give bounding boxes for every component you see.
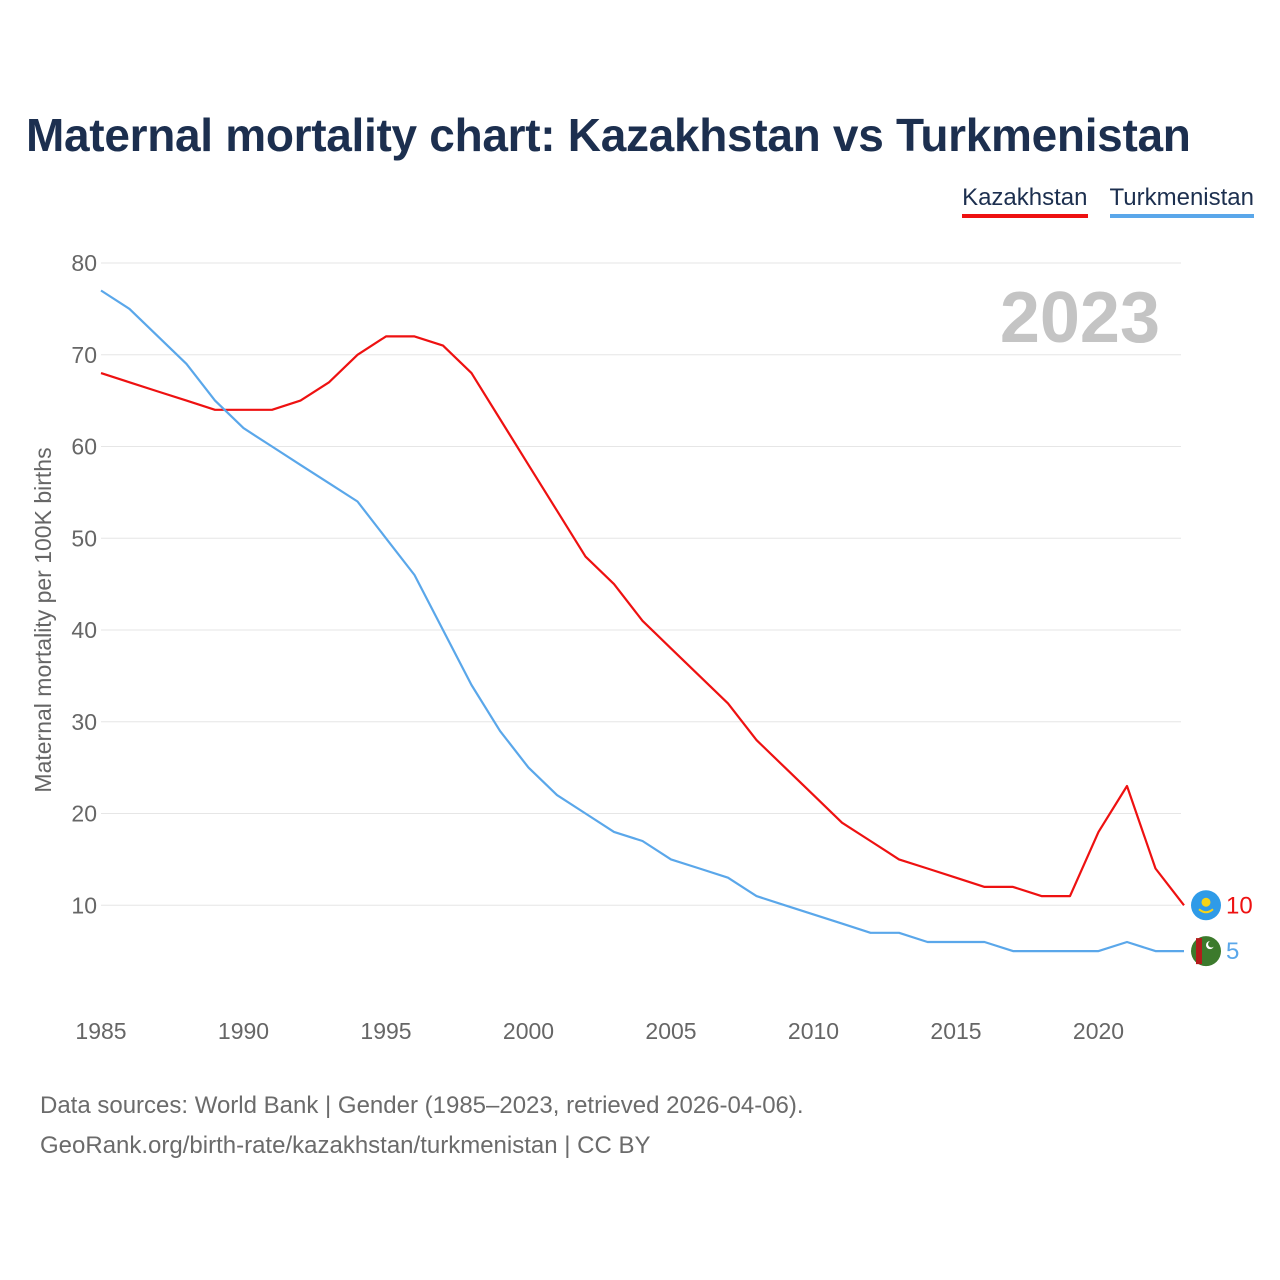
y-axis-label: Maternal mortality per 100K births xyxy=(30,447,56,792)
y-tick-label: 70 xyxy=(71,342,97,368)
y-tick-label: 80 xyxy=(71,250,97,276)
x-tick-label: 1995 xyxy=(360,1018,411,1044)
turkmenistan-flag-icon xyxy=(1191,936,1221,967)
y-tick-label: 30 xyxy=(71,709,97,735)
y-tick-label: 10 xyxy=(71,892,97,918)
grid-lines xyxy=(101,262,1181,906)
series-lines xyxy=(100,289,1185,953)
y-axis-ticks: 10 20 30 40 50 60 70 80 xyxy=(71,250,97,918)
series-line-turkmenistan[interactable] xyxy=(100,289,1184,953)
legend-item-turkmenistan[interactable]: Turkmenistan xyxy=(1109,184,1254,218)
y-tick-label: 50 xyxy=(71,525,97,551)
kazakhstan-flag-icon xyxy=(1191,890,1221,921)
legend: Kazakhstan Turkmenistan xyxy=(962,184,1254,218)
data-source-text: Data sources: World Bank | Gender (1985–… xyxy=(40,1092,804,1119)
end-value-label-kazakhstan: 10 xyxy=(1226,892,1253,919)
x-tick-label: 1985 xyxy=(75,1018,126,1044)
x-tick-label: 2010 xyxy=(788,1018,839,1044)
x-axis-ticks: 1985 1990 1995 2000 2005 2010 2015 2020 xyxy=(75,1018,1124,1044)
legend-item-kazakhstan[interactable]: Kazakhstan xyxy=(962,184,1088,218)
attribution-link[interactable]: GeoRank.org/birth-rate/kazakhstan/turkme… xyxy=(40,1132,651,1159)
chart-title: Maternal mortality chart: Kazakhstan vs … xyxy=(26,109,1191,161)
x-tick-label: 2005 xyxy=(645,1018,696,1044)
series-line-kazakhstan[interactable] xyxy=(100,335,1185,906)
x-tick-label: 2000 xyxy=(503,1018,554,1044)
y-tick-label: 40 xyxy=(71,617,97,643)
x-tick-label: 1990 xyxy=(218,1018,269,1044)
footer: Data sources: World Bank | Gender (1985–… xyxy=(40,1086,804,1166)
end-markers: 10 5 xyxy=(1191,890,1253,967)
y-tick-label: 60 xyxy=(71,434,97,460)
y-tick-label: 20 xyxy=(71,801,97,827)
end-value-label-turkmenistan: 5 xyxy=(1226,938,1239,965)
x-tick-label: 2015 xyxy=(930,1018,981,1044)
x-tick-label: 2020 xyxy=(1073,1018,1124,1044)
year-watermark: 2023 xyxy=(1000,278,1160,358)
